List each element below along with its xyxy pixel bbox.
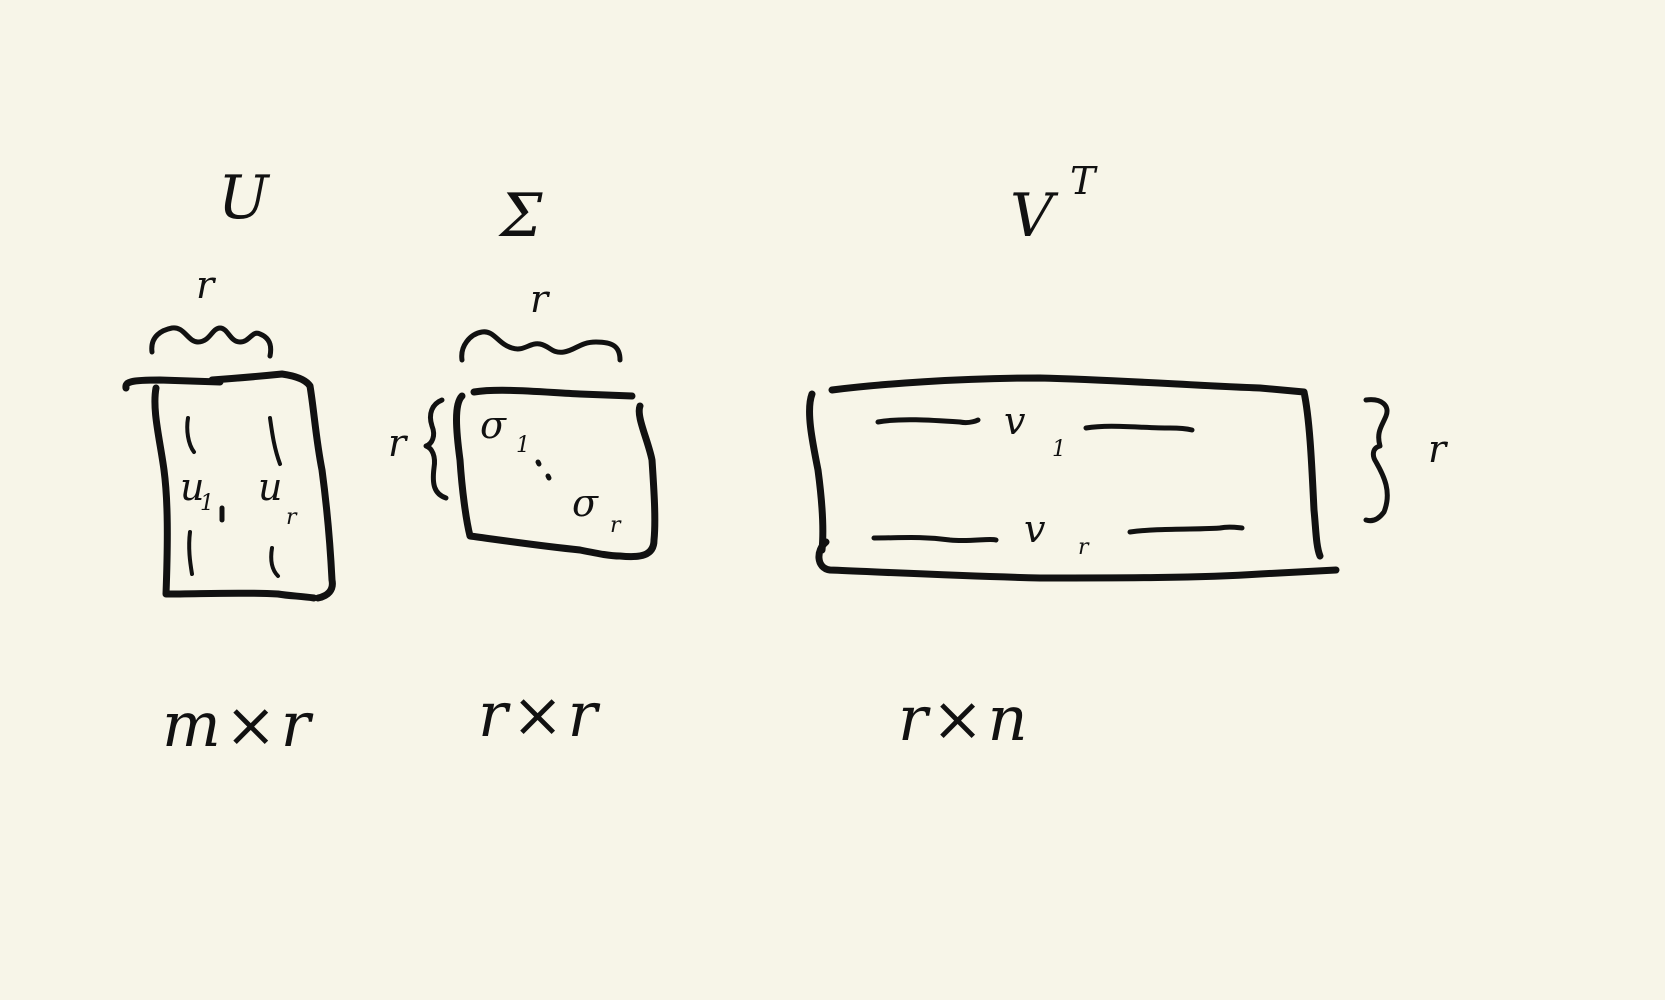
matrix-sigma-diagonal-2-subscript: r — [610, 513, 622, 538]
matrix-u-column-2-stroke-bottom — [269, 546, 280, 578]
matrix-sigma-top-brace-label: r — [530, 277, 551, 321]
matrix-u-column-1-symbol: u — [180, 465, 204, 509]
matrix-vt-row-1-line-right — [1083, 423, 1195, 433]
matrix-sigma-left-brace-label: r — [388, 421, 409, 465]
matrix-u-column-2-symbol: u — [258, 465, 282, 509]
matrix-vt-row-1-line-left — [875, 417, 981, 426]
matrix-vt-label: V — [1010, 181, 1059, 251]
matrix-sigma-box — [453, 386, 659, 561]
matrix-u-label: U — [218, 163, 271, 233]
matrix-vt-row-1-subscript: 1 — [1052, 437, 1066, 462]
matrix-vt-right-brace — [1363, 397, 1390, 524]
matrix-vt-row-2-symbol: v — [1024, 507, 1046, 551]
matrix-vt-box — [806, 374, 1340, 582]
matrix-sigma-top-brace — [459, 329, 623, 363]
matrix-sigma: Σ r r σ 1 σ r r×r — [388, 181, 659, 751]
matrix-u-top-brace — [149, 325, 274, 359]
matrix-vt-right-brace-label: r — [1428, 427, 1449, 471]
matrix-vt-row-1-symbol: v — [1004, 399, 1026, 443]
matrix-vt-row-2-line-right — [1127, 524, 1245, 535]
matrix-u-column-1-stroke-top — [185, 416, 196, 454]
matrix-sigma-diagonal-1-symbol: σ — [480, 403, 507, 447]
matrix-vt-dimensions: r×n — [898, 682, 1032, 755]
matrix-sigma-label: Σ — [498, 181, 543, 251]
matrix-u-box — [122, 370, 336, 602]
matrix-u-column-1-subscript: 1 — [200, 491, 214, 516]
matrix-u-column-1-stroke-bottom — [187, 530, 194, 576]
matrix-vt: V T v 1 v r r r×n — [806, 159, 1449, 755]
matrix-vt-row-2-subscript: r — [1078, 535, 1090, 560]
matrix-sigma-dimensions: r×r — [478, 678, 601, 751]
matrix-sigma-diagonal-2-symbol: σ — [572, 481, 599, 525]
matrix-u-dimensions: m×r — [162, 688, 314, 761]
matrix-sigma-diagonal-1-subscript: 1 — [516, 433, 530, 458]
matrix-sigma-left-brace — [423, 397, 449, 501]
matrix-u-column-2-subscript: r — [286, 505, 298, 530]
matrix-vt-row-2-line-left — [871, 535, 999, 544]
matrix-u-top-brace-label: r — [196, 263, 217, 307]
matrix-vt-label-superscript: T — [1070, 159, 1098, 203]
matrix-sigma-diagonal-dots — [535, 459, 552, 481]
matrix-u: U r u 1 u r m×r — [122, 163, 336, 761]
matrix-u-column-2-stroke-top — [268, 416, 282, 466]
